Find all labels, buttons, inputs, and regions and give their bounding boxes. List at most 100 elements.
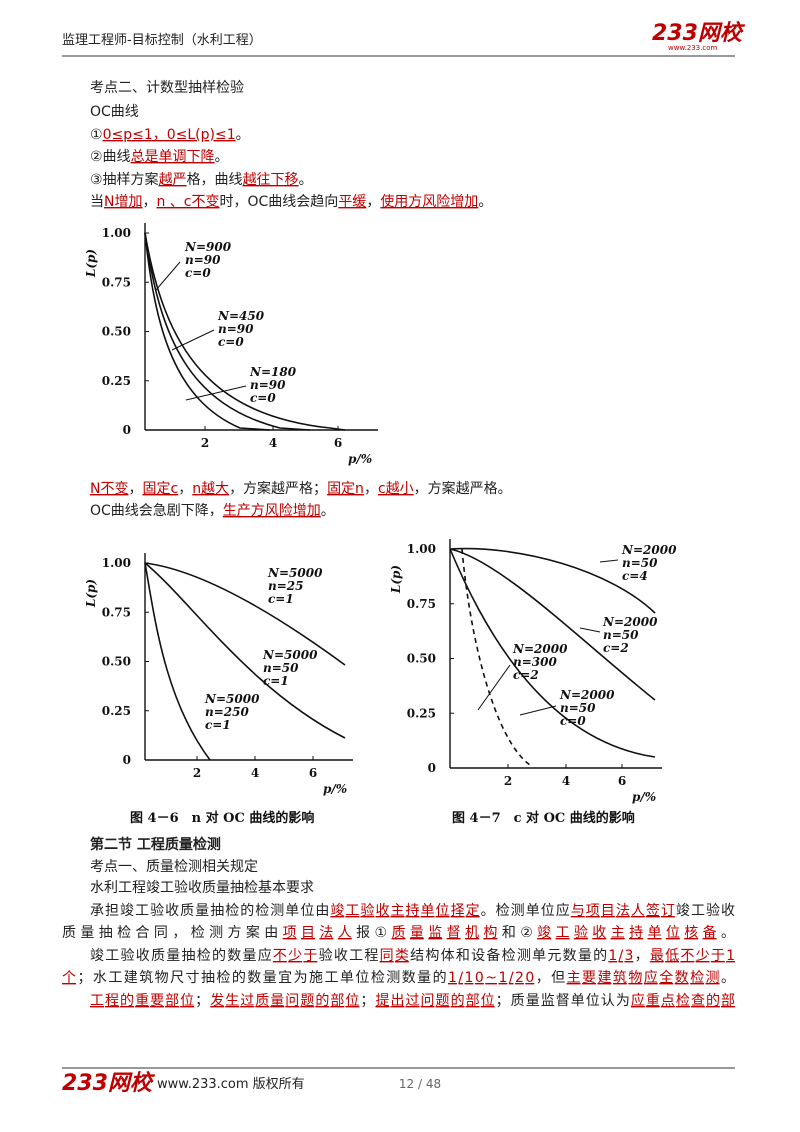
text-span: ， xyxy=(364,481,378,497)
y-tick-label: 0 xyxy=(123,423,131,437)
curve-label: c=1 xyxy=(268,592,294,606)
text-span: ； xyxy=(360,993,374,1009)
oc-curve xyxy=(144,232,311,431)
curve-label: n=25 xyxy=(268,579,303,593)
curve-label: n=300 xyxy=(513,655,557,669)
curve-label: c=0 xyxy=(250,391,276,405)
text-line: 第二节 工程质量检测 xyxy=(90,836,221,853)
text-span: 时，OC曲线会趋向 xyxy=(220,194,339,210)
text-span: 考点一、质量检测相关规定 xyxy=(90,859,258,875)
x-tick-label: 2 xyxy=(504,774,512,788)
curve-label: n=90 xyxy=(185,253,221,267)
text-line: 考点二、计数型抽样检验 xyxy=(90,80,244,96)
curve-label: N=2000 xyxy=(512,642,568,656)
text-line: ③抽样方案越严格，曲线越往下移。 xyxy=(90,171,313,188)
curve-label: c=4 xyxy=(622,569,648,583)
text-span: 。 xyxy=(215,149,229,165)
text-span: ③抽样方案 xyxy=(90,171,159,188)
highlight: 总是单调下降 xyxy=(131,149,215,165)
x-tick-label: 2 xyxy=(193,766,201,780)
highlight: 应重点检查的部 xyxy=(631,992,735,1009)
highlight: 1/10~1/20 xyxy=(448,970,534,986)
y-tick-label: 0.50 xyxy=(102,655,131,669)
text-span: 。 xyxy=(299,172,313,188)
text-span: 格，曲线 xyxy=(187,172,243,188)
header-title: 监理工程师-目标控制（水利工程） xyxy=(62,33,262,48)
text-span: ， xyxy=(366,194,380,210)
text-span: OC曲线 xyxy=(90,104,139,120)
curve-label: N=5000 xyxy=(267,566,323,580)
leader xyxy=(185,385,247,401)
text-line: 承担竣工验收质量抽检的检测单位由竣工验收主持单位择定。检测单位应与项目法人签订竣… xyxy=(90,902,735,919)
text-line: 竣工验收质量抽检的数量应不少于验收工程同类结构体和设备检测单元数量的1/3，最低… xyxy=(90,947,735,964)
highlight: 主要建筑物应全数检测 xyxy=(567,969,720,986)
curve-label: n=90 xyxy=(250,378,286,392)
oc-curve xyxy=(144,232,271,431)
x-axis-label: p/% xyxy=(632,790,656,804)
curve-label: c=0 xyxy=(560,714,586,728)
curve-label: n=50 xyxy=(603,628,639,642)
text-span: 和② xyxy=(502,925,533,941)
header-logo-url: www.233.com xyxy=(668,44,717,52)
curve-label: c=0 xyxy=(218,335,244,349)
highlight: 固定c xyxy=(142,481,178,497)
leader xyxy=(599,559,619,563)
text-span: ；水工建筑物尺寸抽检的数量宜为施工单位检测数量的 xyxy=(77,970,446,986)
text-span: 。检测单位应 xyxy=(481,902,570,919)
text-line: OC曲线会急剧下降，生产方风险增加。 xyxy=(90,503,335,519)
highlight: 最低不少于1 xyxy=(650,948,735,964)
text-span: 。 xyxy=(236,127,250,143)
highlight: 平缓 xyxy=(338,194,366,210)
curve-label: N=900 xyxy=(184,240,232,254)
oc-curve xyxy=(449,547,656,614)
footer-copyright: www.233.com 版权所有 xyxy=(157,1076,305,1092)
y-tick-label: 0.25 xyxy=(407,706,436,720)
y-tick-label: 0.75 xyxy=(102,605,131,619)
highlight: 1/3 xyxy=(608,948,633,964)
highlight: 竣工验收主持单位核备 xyxy=(537,924,716,941)
highlight: 质量监督机构 xyxy=(392,925,498,941)
highlight: N不变 xyxy=(90,481,128,497)
text-line: N不变，固定c，n越大，方案越严格；固定n，c越小，方案越严格。 xyxy=(90,480,512,497)
x-tick-label: 2 xyxy=(201,436,209,450)
x-tick-label: 4 xyxy=(562,774,570,788)
highlight: n越大 xyxy=(192,481,229,497)
text-span: 质量抽检合同，检测方案由 xyxy=(62,924,278,941)
x-tick-label: 6 xyxy=(334,436,342,450)
y-tick-label: 0.75 xyxy=(102,275,131,289)
text-span: 考点二、计数型抽样检验 xyxy=(90,80,244,96)
x-tick-label: 6 xyxy=(618,774,626,788)
text-span: ， xyxy=(128,481,142,497)
highlight: 生产方风险增加 xyxy=(223,503,321,519)
curve-label: N=180 xyxy=(249,365,297,379)
text-span: 验收工程 xyxy=(319,948,379,964)
text-line: OC曲线 xyxy=(90,104,139,120)
text-span: 承担竣工验收质量抽检的检测单位由 xyxy=(90,903,329,919)
curve-label: n=50 xyxy=(622,556,658,570)
curve-label: N=450 xyxy=(217,309,265,323)
highlight: 固定n xyxy=(327,481,364,497)
curve-label: c=2 xyxy=(603,641,629,655)
oc-curve xyxy=(144,232,346,431)
highlight: 竣工验收主持单位择定 xyxy=(330,903,479,919)
x-axis-label: p/% xyxy=(348,452,372,466)
curve-label: c=1 xyxy=(263,674,289,688)
oc-curve xyxy=(144,562,346,666)
highlight: 使用方风险增加 xyxy=(380,193,478,210)
oc-curve xyxy=(144,562,346,739)
text-span: ，方案越严格。 xyxy=(414,480,512,497)
curve-label: N=2000 xyxy=(602,615,658,629)
x-axis-label: p/% xyxy=(323,782,347,796)
leader xyxy=(579,627,601,633)
x-tick-label: 4 xyxy=(269,436,277,450)
y-tick-label: 0.25 xyxy=(102,374,131,388)
text-span: ；质量监督单位认为 xyxy=(496,993,630,1009)
text-span: 当 xyxy=(90,194,104,210)
text-span: 结构体和设备检测单元数量的 xyxy=(410,947,607,964)
header-logo: 233网校 xyxy=(652,20,746,46)
text-span: ， xyxy=(635,948,649,964)
